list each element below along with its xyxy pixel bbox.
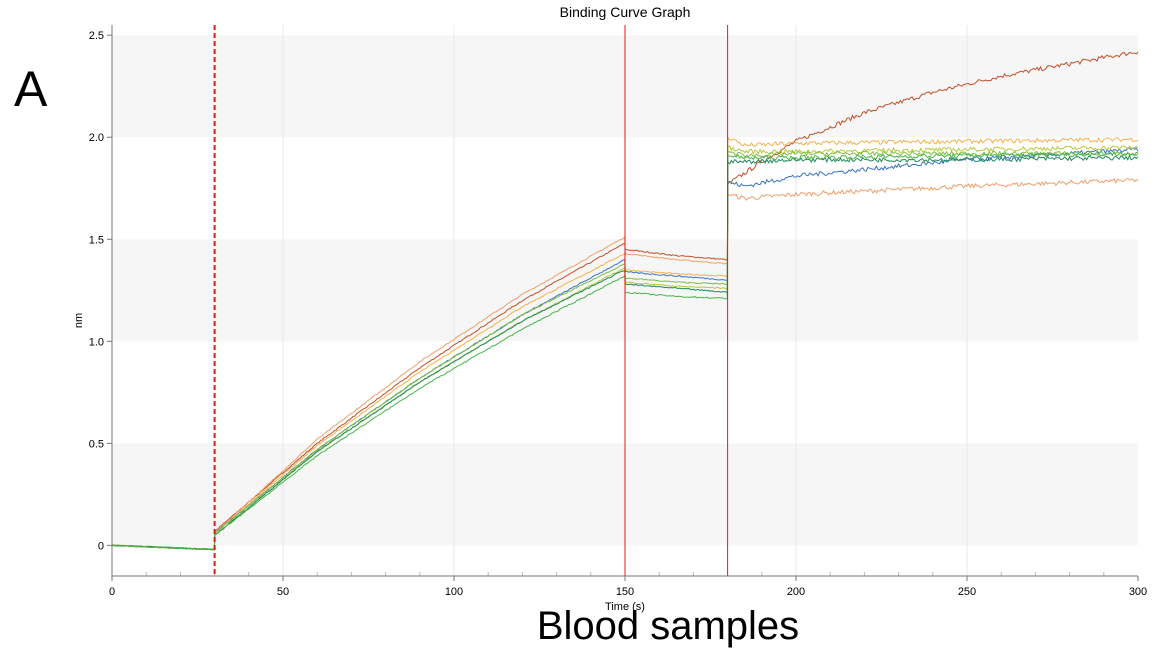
x-tick-label: 50 [277, 586, 289, 598]
y-tick-label: 0 [98, 540, 104, 552]
y-tick-label: 2.0 [89, 132, 104, 144]
y-tick-label: 1.5 [89, 234, 104, 246]
x-tick-label: 300 [1129, 586, 1147, 598]
y-tick-label: 1.0 [89, 336, 104, 348]
y-axis-label: nm [73, 313, 85, 328]
x-tick-label: 250 [958, 586, 976, 598]
y-tick-label: 2.5 [89, 30, 104, 42]
x-axis-label: Time (s) [605, 601, 645, 613]
minor-ticks [145, 572, 1105, 576]
chart-title: Binding Curve Graph [560, 4, 691, 20]
caption: Blood samples [536, 604, 800, 648]
panel-label: A [14, 61, 48, 117]
step-markers [213, 25, 729, 576]
x-tick-label: 0 [109, 586, 115, 598]
x-tick-label: 150 [616, 586, 634, 598]
x-tick-label: 100 [445, 586, 463, 598]
tick-labels: 0 50 100 150 200 250 300 0 0.5 1.0 1.5 2.0 2.5 [89, 30, 1147, 598]
y-tick-label: 0.5 [89, 438, 104, 450]
x-tick-label: 200 [787, 586, 805, 598]
